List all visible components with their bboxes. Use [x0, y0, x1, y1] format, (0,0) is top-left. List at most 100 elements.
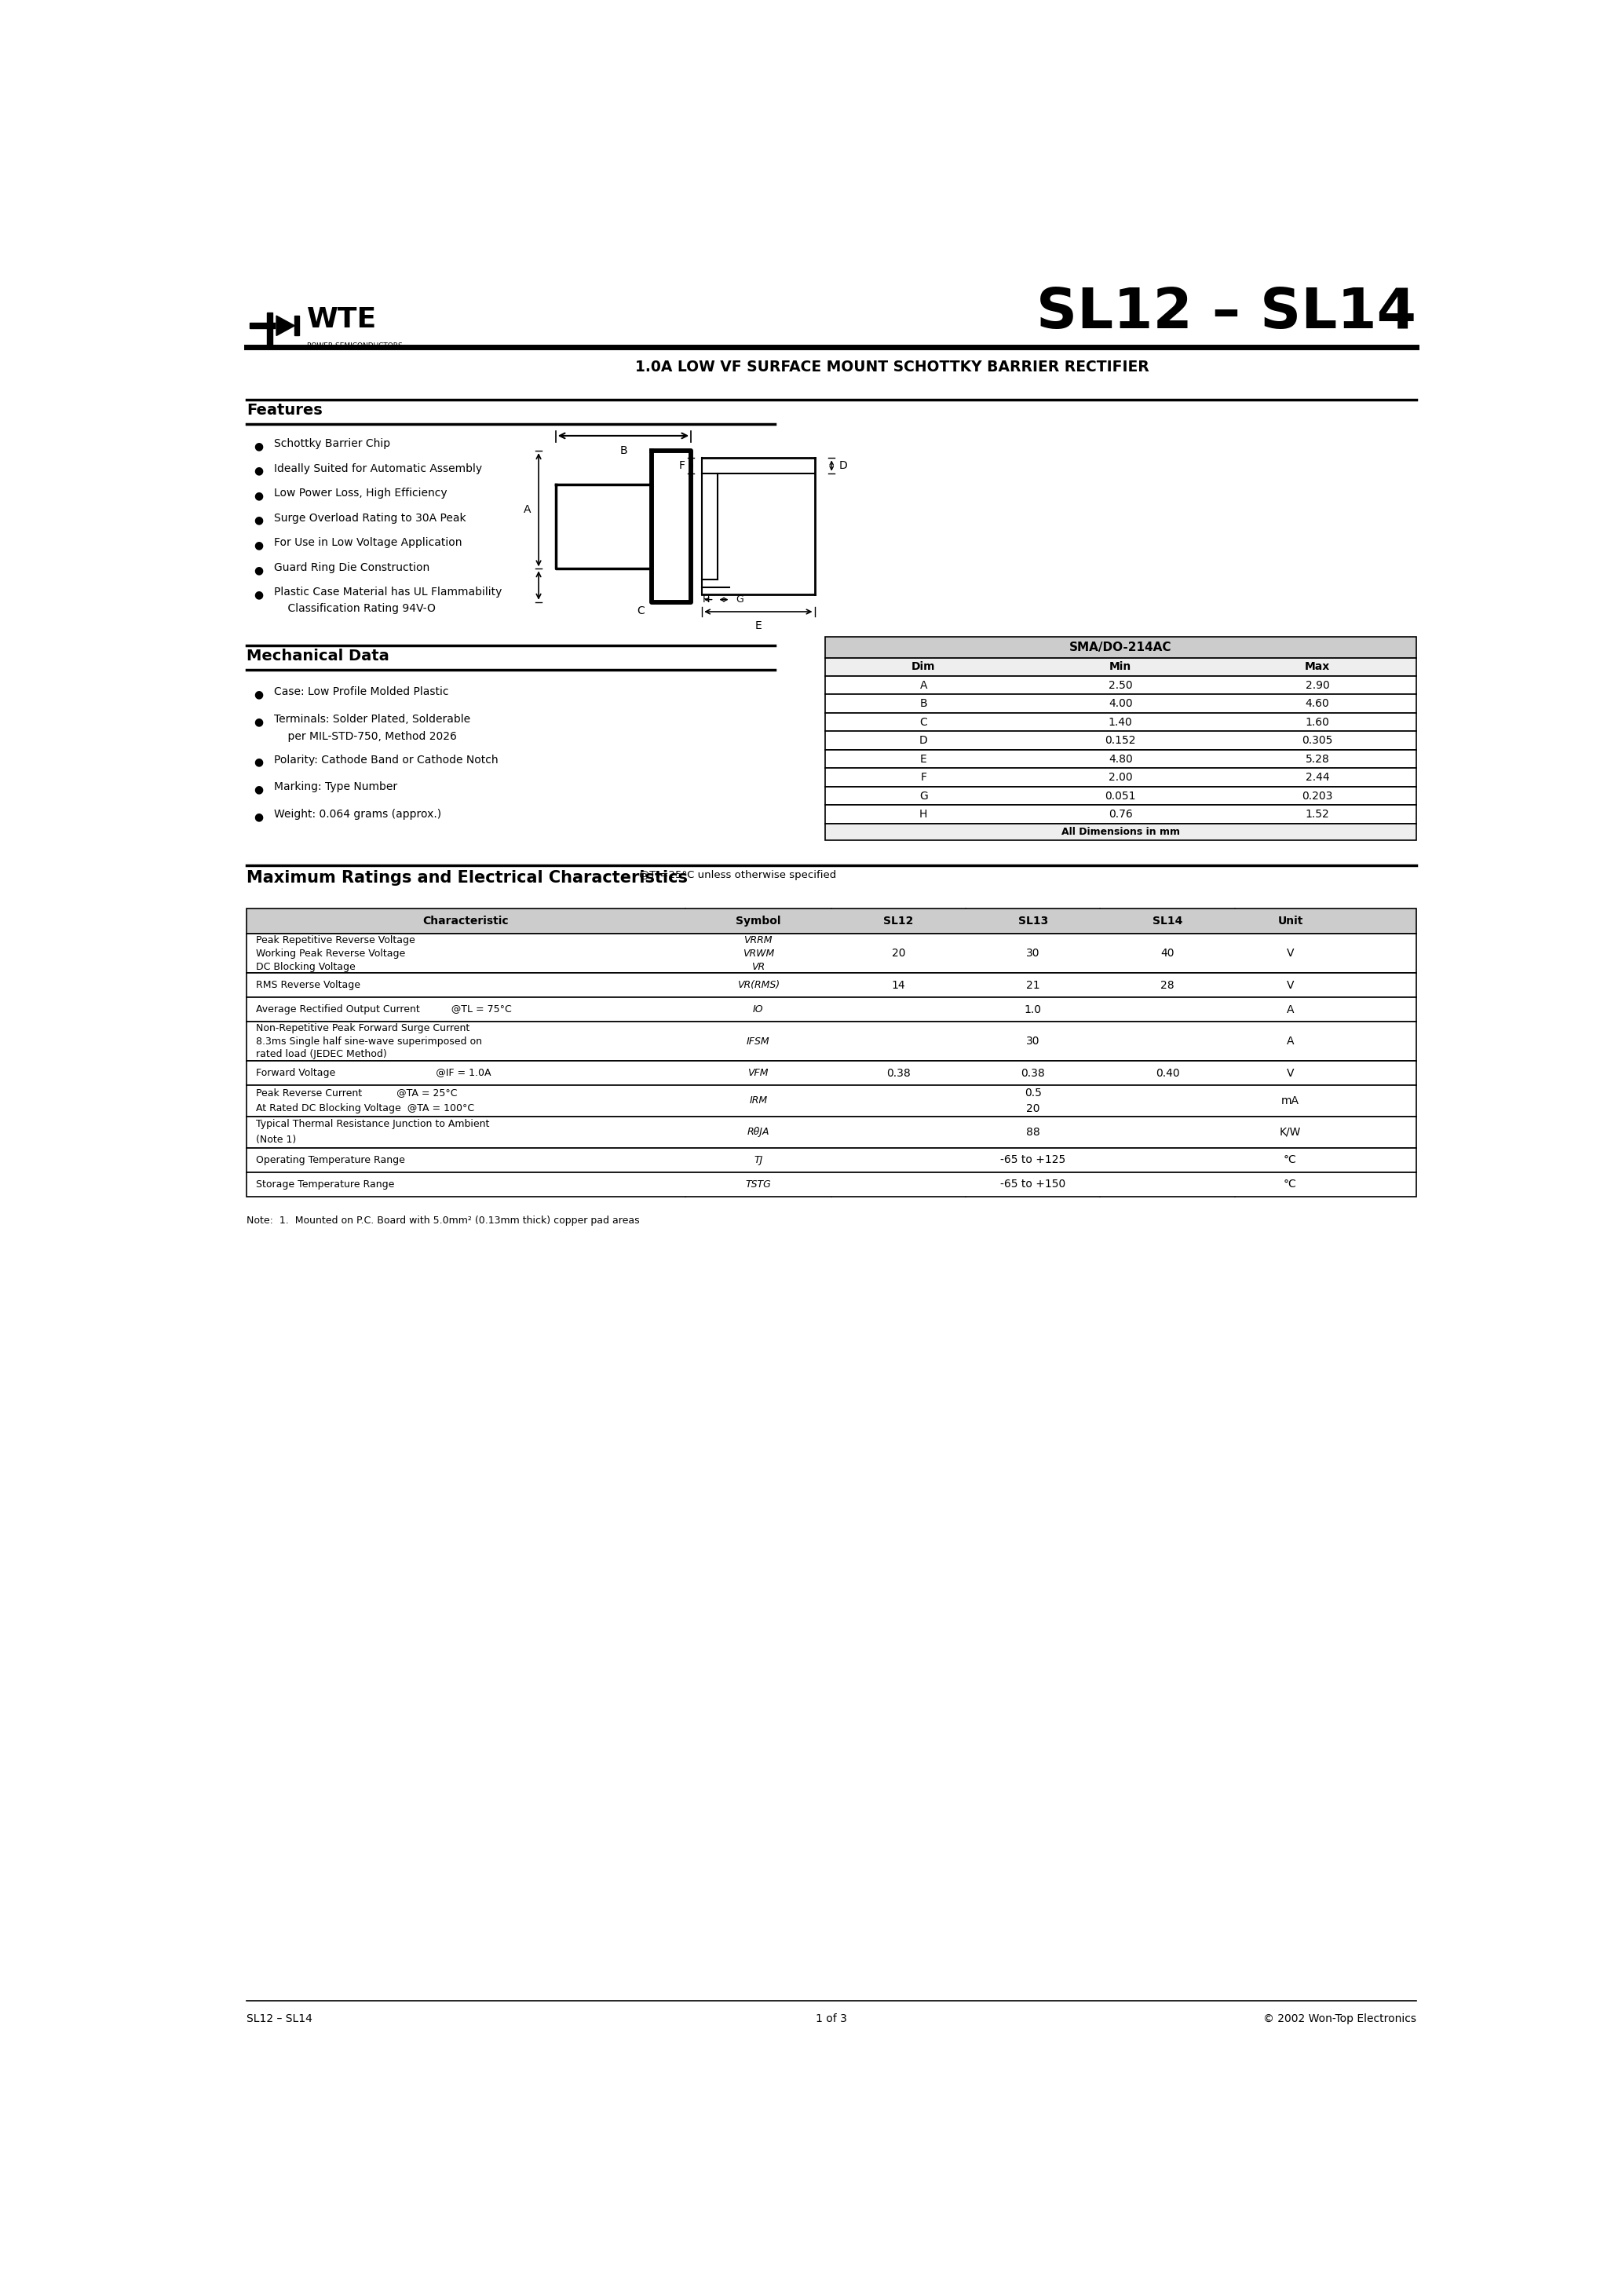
- Text: 2.00: 2.00: [1108, 771, 1132, 783]
- Text: -65 to +125: -65 to +125: [1001, 1155, 1066, 1166]
- Text: 40: 40: [1161, 948, 1174, 960]
- Bar: [826, 824, 1416, 840]
- Text: TSTG: TSTG: [746, 1180, 770, 1189]
- Text: Polarity: Cathode Band or Cathode Notch: Polarity: Cathode Band or Cathode Notch: [274, 755, 498, 765]
- Text: Non-Repetitive Peak Forward Surge Current: Non-Repetitive Peak Forward Surge Curren…: [256, 1024, 469, 1033]
- Bar: [826, 788, 1416, 806]
- Bar: [247, 1061, 1416, 1086]
- Text: F: F: [678, 459, 684, 471]
- Text: SL12 – SL14: SL12 – SL14: [1036, 287, 1416, 340]
- Bar: [826, 751, 1416, 769]
- Text: IRM: IRM: [749, 1095, 767, 1107]
- Bar: [247, 996, 1416, 1022]
- Text: 4.00: 4.00: [1108, 698, 1132, 709]
- Text: V: V: [1286, 1068, 1294, 1079]
- Text: Mechanical Data: Mechanical Data: [247, 647, 389, 664]
- Text: Dim: Dim: [912, 661, 936, 673]
- Text: Peak Reverse Current           @TA = 25°C: Peak Reverse Current @TA = 25°C: [256, 1088, 457, 1097]
- Text: ●: ●: [255, 758, 263, 767]
- Bar: [826, 769, 1416, 788]
- Text: DC Blocking Voltage: DC Blocking Voltage: [256, 962, 355, 971]
- Text: 0.40: 0.40: [1155, 1068, 1179, 1079]
- Text: SL13: SL13: [1019, 916, 1048, 928]
- Text: SL14: SL14: [1152, 916, 1182, 928]
- Bar: [247, 974, 1416, 996]
- Text: A: A: [524, 505, 532, 514]
- Bar: [247, 1022, 1416, 1061]
- Text: °C: °C: [1283, 1178, 1298, 1189]
- Text: Surge Overload Rating to 30A Peak: Surge Overload Rating to 30A Peak: [274, 512, 466, 523]
- Text: 1.40: 1.40: [1108, 716, 1132, 728]
- Text: Average Rectified Output Current          @TL = 75°C: Average Rectified Output Current @TL = 7…: [256, 1003, 511, 1015]
- Text: IFSM: IFSM: [746, 1035, 770, 1047]
- Text: Typical Thermal Resistance Junction to Ambient: Typical Thermal Resistance Junction to A…: [256, 1120, 490, 1130]
- Text: 21: 21: [1027, 980, 1040, 992]
- Text: All Dimensions in mm: All Dimensions in mm: [1061, 827, 1179, 838]
- Text: 1 of 3: 1 of 3: [816, 2014, 847, 2025]
- Text: Max: Max: [1304, 661, 1330, 673]
- Text: © 2002 Won-Top Electronics: © 2002 Won-Top Electronics: [1264, 2014, 1416, 2025]
- Text: ●: ●: [255, 716, 263, 728]
- Text: Case: Low Profile Molded Plastic: Case: Low Profile Molded Plastic: [274, 687, 449, 698]
- Text: 0.152: 0.152: [1105, 735, 1135, 746]
- Text: (Note 1): (Note 1): [256, 1134, 295, 1146]
- Text: E: E: [754, 620, 762, 631]
- Text: 0.38: 0.38: [887, 1068, 910, 1079]
- Text: 0.76: 0.76: [1108, 808, 1132, 820]
- Bar: [826, 732, 1416, 751]
- Text: For Use in Low Voltage Application: For Use in Low Voltage Application: [274, 537, 462, 549]
- Text: mA: mA: [1281, 1095, 1299, 1107]
- Text: ●: ●: [255, 810, 263, 822]
- Text: C: C: [920, 716, 928, 728]
- Text: Classification Rating 94V-O: Classification Rating 94V-O: [274, 604, 436, 615]
- Text: 5.28: 5.28: [1306, 753, 1330, 765]
- Text: A: A: [1286, 1003, 1294, 1015]
- Text: Operating Temperature Range: Operating Temperature Range: [256, 1155, 406, 1164]
- Text: per MIL-STD-750, Method 2026: per MIL-STD-750, Method 2026: [274, 730, 457, 742]
- Polygon shape: [268, 312, 272, 347]
- Polygon shape: [652, 450, 691, 602]
- Text: 20: 20: [1027, 1102, 1040, 1114]
- Text: °C: °C: [1283, 1155, 1298, 1166]
- Text: Unit: Unit: [1278, 916, 1302, 928]
- Bar: [826, 714, 1416, 732]
- Text: B: B: [620, 445, 628, 457]
- Text: Note:  1.  Mounted on P.C. Board with 5.0mm² (0.13mm thick) copper pad areas: Note: 1. Mounted on P.C. Board with 5.0m…: [247, 1215, 639, 1226]
- Text: Min: Min: [1109, 661, 1132, 673]
- Text: V: V: [1286, 980, 1294, 992]
- Bar: [247, 1173, 1416, 1196]
- Text: Forward Voltage                                @IF = 1.0A: Forward Voltage @IF = 1.0A: [256, 1068, 491, 1079]
- Text: Storage Temperature Range: Storage Temperature Range: [256, 1180, 394, 1189]
- Text: ●: ●: [255, 441, 263, 452]
- Text: Weight: 0.064 grams (approx.): Weight: 0.064 grams (approx.): [274, 808, 441, 820]
- Text: 1.52: 1.52: [1306, 808, 1330, 820]
- Text: ●: ●: [255, 540, 263, 551]
- Text: A: A: [920, 680, 928, 691]
- Text: Guard Ring Die Construction: Guard Ring Die Construction: [274, 563, 430, 574]
- Text: 0.051: 0.051: [1105, 790, 1135, 801]
- Text: G: G: [920, 790, 928, 801]
- Text: 14: 14: [892, 980, 905, 992]
- Bar: [247, 1086, 1416, 1116]
- Text: 30: 30: [1027, 1035, 1040, 1047]
- Text: SL12: SL12: [884, 916, 913, 928]
- Text: D: D: [839, 459, 847, 471]
- Text: ●: ●: [255, 590, 263, 599]
- Text: Marking: Type Number: Marking: Type Number: [274, 781, 397, 792]
- Bar: [247, 909, 1416, 934]
- Text: 1.0A LOW VF SURFACE MOUNT SCHOTTKY BARRIER RECTIFIER: 1.0A LOW VF SURFACE MOUNT SCHOTTKY BARRI…: [636, 360, 1148, 374]
- Bar: [247, 1116, 1416, 1148]
- Text: WTE: WTE: [307, 305, 376, 333]
- Text: RMS Reverse Voltage: RMS Reverse Voltage: [256, 980, 360, 990]
- Bar: [826, 675, 1416, 693]
- Text: POWER SEMICONDUCTORS: POWER SEMICONDUCTORS: [307, 342, 402, 349]
- Text: Peak Repetitive Reverse Voltage: Peak Repetitive Reverse Voltage: [256, 934, 415, 946]
- Text: 0.305: 0.305: [1302, 735, 1333, 746]
- Text: V: V: [1286, 948, 1294, 960]
- Text: 0.5: 0.5: [1025, 1088, 1041, 1097]
- Bar: [826, 693, 1416, 714]
- Bar: [826, 657, 1416, 675]
- Text: ●: ●: [255, 689, 263, 700]
- Text: B: B: [920, 698, 928, 709]
- Text: ●: ●: [255, 565, 263, 576]
